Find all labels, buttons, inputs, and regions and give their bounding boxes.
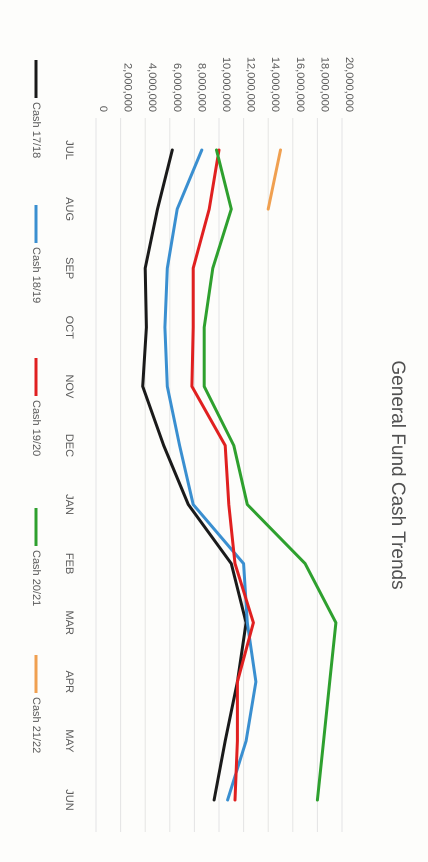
x-tick-label: JUN xyxy=(63,789,75,810)
chart-title: General Fund Cash Trends xyxy=(387,360,408,589)
x-tick-label: OCT xyxy=(63,316,75,340)
series-line-cash-21-22 xyxy=(266,148,282,211)
y-tick-label: 12,000,000 xyxy=(245,57,257,112)
x-tick-label: JUL xyxy=(63,140,75,160)
x-tick-label: MAR xyxy=(63,611,75,636)
x-tick-label: JAN xyxy=(63,494,75,515)
y-tick-label: 8,000,000 xyxy=(195,63,207,112)
y-tick-label: 2,000,000 xyxy=(122,63,134,112)
y-tick-label: 20,000,000 xyxy=(343,57,355,112)
x-tick-label: MAY xyxy=(63,729,75,753)
y-tick-label: 0 xyxy=(97,106,109,112)
y-tick-label: 4,000,000 xyxy=(146,63,158,112)
x-tick-label: AUG xyxy=(63,197,75,221)
legend-label: Cash 17/18 xyxy=(30,102,42,158)
x-tick-label: NOV xyxy=(63,374,75,399)
legend-label: Cash 18/19 xyxy=(30,247,42,303)
legend-label: Cash 20/21 xyxy=(30,550,42,606)
series-line-cash-20-21 xyxy=(202,148,338,802)
y-tick-label: 10,000,000 xyxy=(220,57,232,112)
x-tick-label: APR xyxy=(63,671,75,694)
x-tick-label: SEP xyxy=(63,257,75,279)
legend-label: Cash 19/20 xyxy=(30,400,42,456)
series-line-cash-17-18 xyxy=(141,148,248,802)
series-line-cash-18-19 xyxy=(163,148,258,802)
legend-label: Cash 21/22 xyxy=(30,697,42,753)
y-tick-label: 14,000,000 xyxy=(269,57,281,112)
y-tick-label: 16,000,000 xyxy=(294,57,306,112)
x-tick-label: FEB xyxy=(63,553,75,574)
y-tick-label: 18,000,000 xyxy=(318,57,330,112)
series-line-cash-19-20 xyxy=(190,148,255,802)
y-tick-label: 6,000,000 xyxy=(171,63,183,112)
x-tick-label: DEC xyxy=(63,434,75,457)
